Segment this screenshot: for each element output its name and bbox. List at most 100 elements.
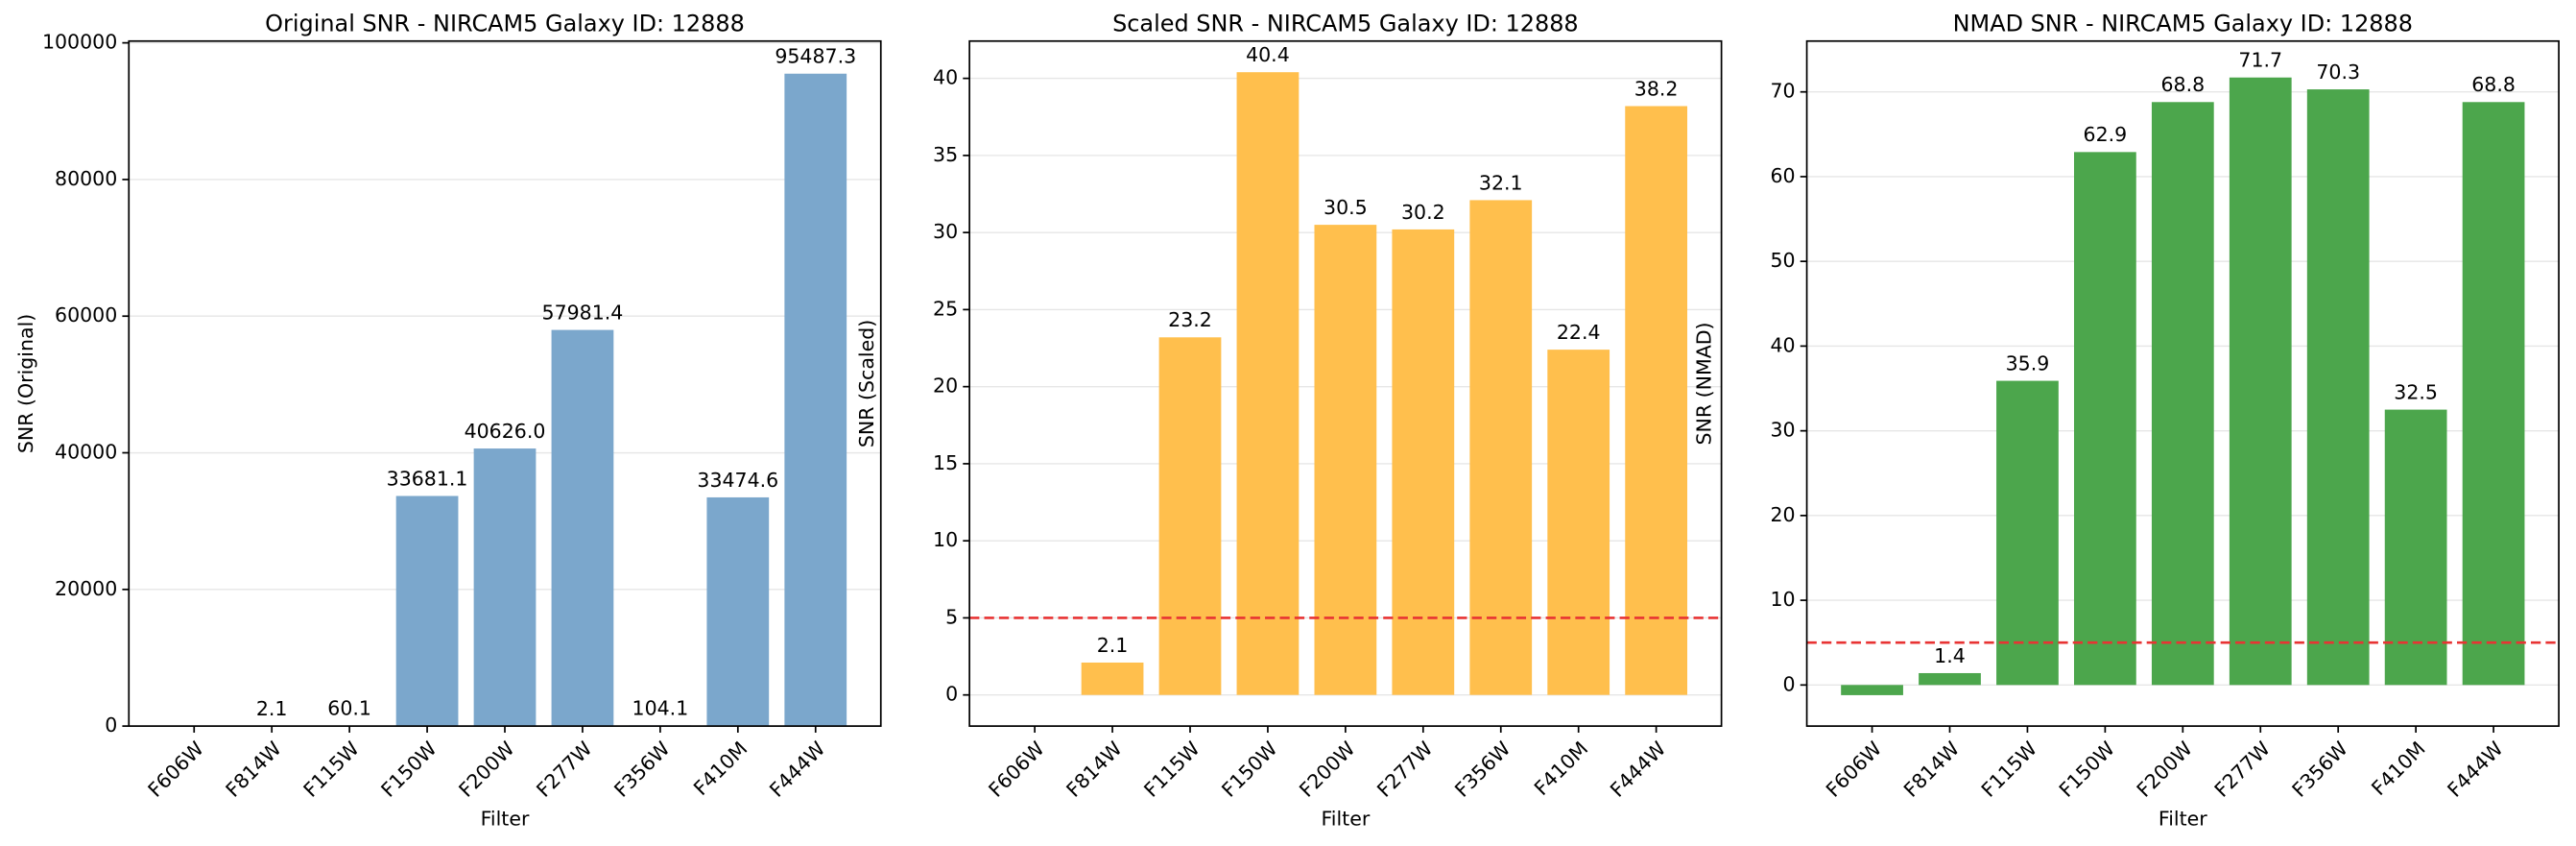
bar — [395, 496, 459, 727]
bar — [2384, 409, 2447, 686]
y-tick-label: 5 — [945, 605, 958, 628]
value-label: 104.1 — [632, 696, 689, 719]
y-tick-label: 0 — [945, 683, 958, 706]
bar — [1841, 685, 1903, 695]
x-tick-label: F410M — [1530, 737, 1593, 800]
y-tick-label: 40 — [1770, 333, 1795, 356]
value-label: 32.5 — [2394, 380, 2438, 403]
value-label: 2.1 — [1097, 634, 1129, 657]
value-label: 60.1 — [327, 697, 371, 720]
x-axis-label: Filter — [1321, 808, 1370, 831]
bar — [2151, 102, 2214, 686]
x-tick-label: F277W — [532, 737, 596, 801]
value-label: 22.4 — [1557, 321, 1601, 344]
x-tick-label: F150W — [1217, 737, 1281, 801]
bar — [473, 448, 537, 727]
y-tick-label: 70 — [1770, 80, 1795, 103]
bar — [2306, 89, 2370, 686]
bar — [1547, 350, 1610, 695]
bar — [1625, 106, 1688, 695]
bar — [784, 73, 847, 727]
x-tick-label: F200W — [454, 737, 518, 801]
y-tick-label: 10 — [1770, 588, 1795, 611]
bar — [1996, 380, 2059, 686]
bar — [2462, 102, 2525, 686]
chart-title: NMAD SNR - NIRCAM5 Galaxy ID: 12888 — [1953, 11, 2413, 37]
y-tick-label: 50 — [1770, 249, 1795, 272]
x-tick-label: F606W — [144, 737, 208, 801]
bar — [2229, 77, 2292, 686]
y-tick-label: 20000 — [55, 577, 117, 600]
x-tick-label: F814W — [1899, 737, 1964, 801]
x-tick-label: F200W — [2133, 737, 2197, 801]
value-label: 71.7 — [2238, 49, 2282, 72]
y-tick-label: 80000 — [55, 167, 117, 190]
y-tick-label: 100000 — [42, 31, 117, 54]
x-tick-label: F200W — [1295, 737, 1359, 801]
plot-frame — [1805, 39, 2560, 727]
value-label: 30.5 — [1324, 196, 1368, 219]
bar — [551, 329, 614, 727]
value-label: 23.2 — [1168, 308, 1212, 331]
bar — [706, 496, 770, 727]
y-tick-label: 60000 — [55, 303, 117, 326]
y-tick-label: 40000 — [55, 441, 117, 464]
x-tick-label: F356W — [1450, 737, 1515, 801]
value-label: 40.4 — [1246, 43, 1290, 66]
x-tick-label: F606W — [984, 737, 1048, 801]
x-tick-label: F277W — [1372, 737, 1437, 801]
x-tick-label: F410M — [2367, 737, 2430, 800]
x-tick-label: F356W — [2287, 737, 2351, 801]
y-tick-label: 35 — [933, 143, 958, 166]
value-label: 70.3 — [2316, 60, 2360, 84]
x-tick-label: F444W — [1606, 737, 1670, 801]
value-label: 68.8 — [2160, 73, 2205, 96]
x-axis-label: Filter — [2159, 808, 2207, 831]
y-tick-label: 25 — [933, 297, 958, 320]
bar — [1919, 672, 1981, 686]
x-tick-label: F115W — [298, 737, 363, 801]
plot-frame — [968, 39, 1723, 727]
value-label: 33474.6 — [697, 469, 778, 492]
value-label: 68.8 — [2471, 73, 2516, 96]
y-tick-label: 15 — [933, 451, 958, 474]
y-tick-label: 10 — [933, 528, 958, 551]
x-tick-label: F814W — [221, 737, 285, 801]
bar — [1158, 337, 1222, 695]
y-tick-label: 20 — [933, 375, 958, 398]
chart-title: Scaled SNR - NIRCAM5 Galaxy ID: 12888 — [1112, 11, 1579, 37]
x-tick-label: F277W — [2210, 737, 2275, 801]
value-label: 1.4 — [1934, 644, 1966, 667]
value-label: 35.9 — [2006, 351, 2050, 375]
x-tick-label: F115W — [1977, 737, 2041, 801]
y-tick-label: 0 — [1783, 672, 1796, 695]
y-tick-label: 30 — [1770, 419, 1795, 442]
value-label: 30.2 — [1401, 201, 1445, 224]
bar — [1314, 225, 1377, 695]
x-tick-label: F410M — [689, 737, 752, 800]
bar — [1469, 200, 1533, 695]
x-tick-label: F356W — [609, 737, 674, 801]
y-tick-label: 60 — [1770, 164, 1795, 187]
value-label: 32.1 — [1479, 171, 1523, 194]
y-tick-label: 40 — [933, 66, 958, 89]
x-tick-label: F814W — [1061, 737, 1126, 801]
value-label: 95487.3 — [775, 45, 856, 68]
bar — [2074, 152, 2136, 686]
bar — [1081, 662, 1144, 695]
plot-frame — [128, 39, 882, 727]
value-label: 33681.1 — [387, 467, 468, 490]
x-tick-label: F115W — [1139, 737, 1204, 801]
y-tick-label: 0 — [105, 713, 117, 737]
x-tick-label: F444W — [765, 737, 829, 801]
x-tick-label: F150W — [2055, 737, 2119, 801]
bar — [1236, 72, 1300, 695]
value-label: 2.1 — [256, 697, 288, 720]
y-axis-label: SNR (NMAD) — [1693, 322, 1716, 445]
y-axis-label: SNR (Scaled) — [855, 320, 878, 447]
y-axis-label: SNR (Original) — [14, 314, 37, 453]
y-tick-label: 20 — [1770, 503, 1795, 526]
value-label: 57981.4 — [542, 301, 624, 324]
value-label: 38.2 — [1634, 77, 1679, 100]
